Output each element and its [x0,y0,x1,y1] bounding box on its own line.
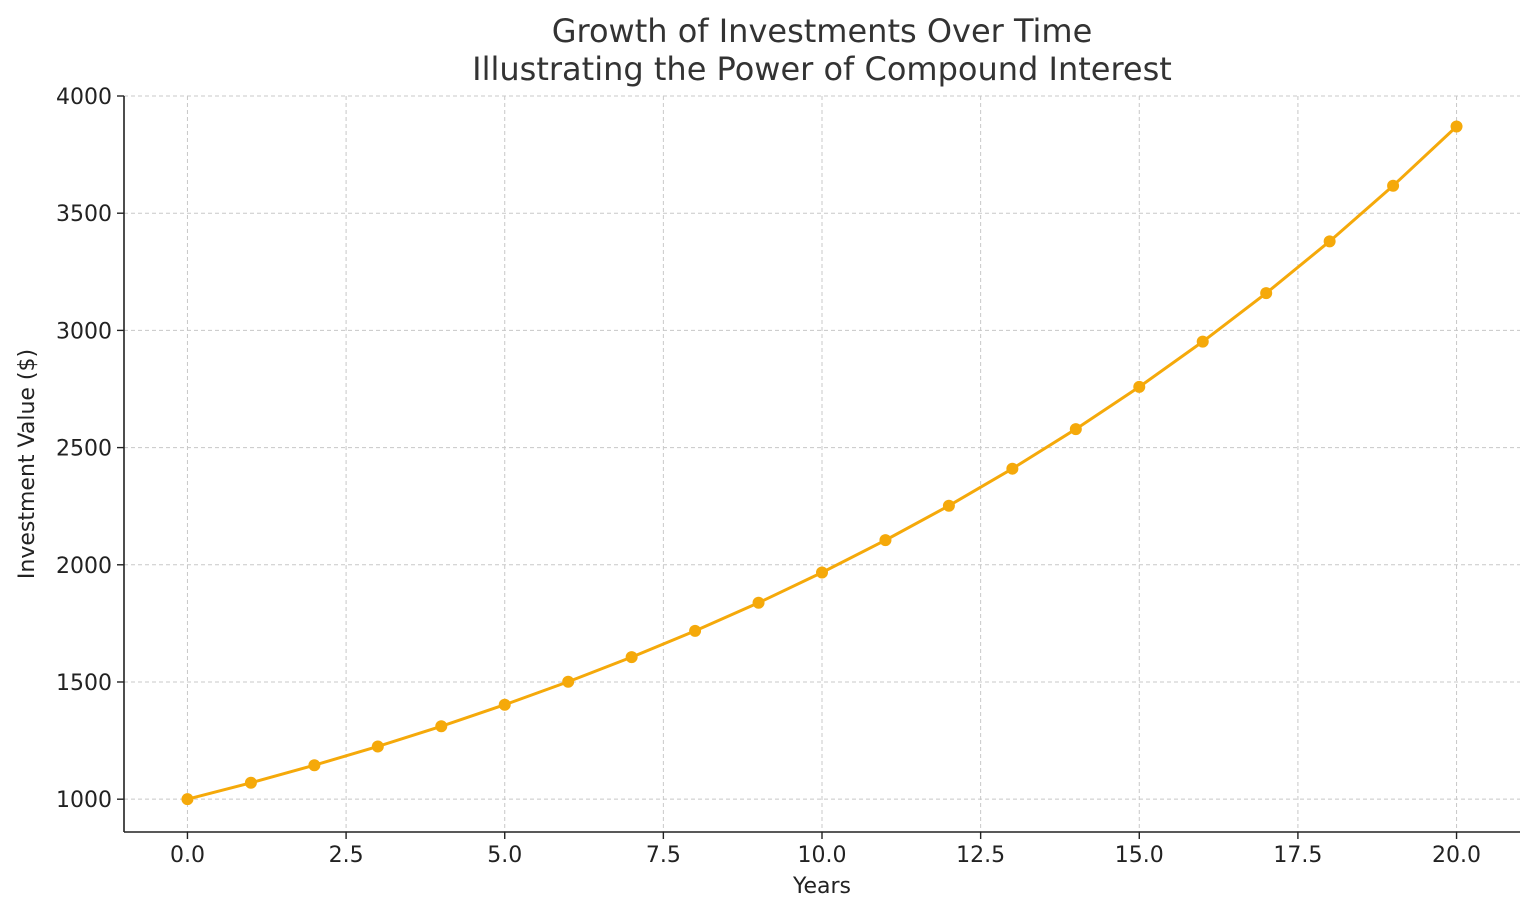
x-tick-label: 15.0 [1115,843,1164,868]
series-layer [181,120,1463,806]
y-tick-label: 1500 [56,671,112,696]
data-point [562,675,575,688]
data-point [1260,287,1273,300]
data-point [1069,423,1082,436]
data-point [1006,462,1019,475]
data-point [879,534,892,547]
x-tick-label: 0.0 [170,843,205,868]
x-tick-label: 5.0 [487,843,522,868]
data-point [942,499,955,512]
x-axis-label: Years [792,874,851,899]
data-point [308,759,321,772]
y-tick-label: 1000 [56,788,112,813]
y-tick-label: 3500 [56,202,112,227]
y-axis-label: Investment Value ($) [15,349,40,579]
data-point [435,720,448,733]
data-point [181,793,194,806]
data-point [244,776,257,789]
x-tick-label: 7.5 [646,843,681,868]
grid [124,95,1520,832]
x-tick-label: 20.0 [1432,843,1481,868]
x-tick-label: 12.5 [956,843,1005,868]
y-tick-label: 4000 [56,85,112,110]
data-point [1450,120,1463,133]
x-tick-label: 17.5 [1273,843,1322,868]
data-point [1323,235,1336,248]
data-point [816,566,828,579]
data-point [752,596,765,609]
chart-title-line-1: Growth of Investments Over Time [552,12,1093,50]
x-tick-label: 2.5 [329,843,364,868]
x-tick-label: 10.0 [798,843,847,868]
data-point [371,740,384,753]
chart-title-line-2: Illustrating the Power of Compound Inter… [472,50,1172,88]
data-point [625,651,638,664]
y-tick-label: 2500 [56,437,112,462]
y-tick-label: 3000 [56,319,112,344]
data-point [1133,380,1146,393]
data-point [1196,335,1209,348]
data-point [689,624,702,637]
data-point [1387,179,1400,192]
data-point [498,698,511,711]
ticks: 0.0 2.5 5.0 7.5 10.0 12.5 15.0 17.5 20.0 1000 1500… [56,85,1481,868]
y-tick-label: 2000 [56,554,112,579]
